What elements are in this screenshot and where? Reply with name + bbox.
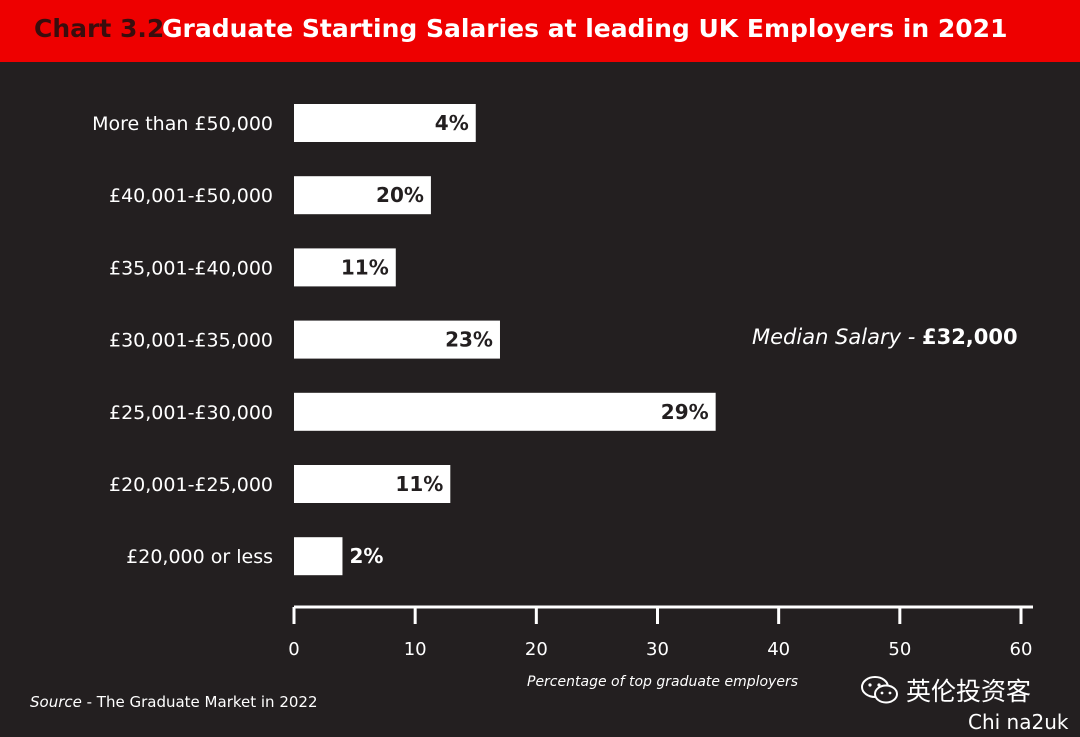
data-label-6: 2% (349, 544, 383, 568)
category-label-4: £25,001-£30,000 (109, 402, 273, 424)
x-axis-label: Percentage of top graduate employers (527, 674, 799, 690)
x-tick-label-5: 50 (888, 639, 911, 660)
x-tick-label-4: 40 (767, 639, 790, 660)
watermark-subtext: Chi na2uk (968, 710, 1069, 734)
bar-4 (294, 392, 716, 431)
category-label-6: £20,000 or less (126, 546, 273, 568)
chart-title: Graduate Starting Salaries at leading UK… (162, 14, 1008, 43)
chart-number: Chart 3.2 (34, 14, 165, 43)
x-tick-label-3: 30 (646, 639, 669, 660)
median-label: Median Salary - (752, 325, 916, 349)
data-label-0: 4% (435, 111, 469, 135)
bar-2 (294, 248, 396, 287)
x-tick-label-0: 0 (288, 639, 299, 660)
bar-6 (294, 537, 343, 576)
bar-5 (294, 465, 451, 503)
category-label-1: £40,001-£50,000 (109, 185, 273, 207)
source-note: Source - The Graduate Market in 2022 (30, 693, 318, 711)
bar-1 (294, 176, 431, 215)
x-tick-label-1: 10 (404, 639, 427, 660)
x-tick-label-6: 60 (1010, 639, 1033, 660)
category-label-0: More than £50,000 (92, 113, 273, 135)
watermark-text: 英伦投资客 (906, 677, 1032, 706)
watermark: 英伦投资客 (860, 672, 1031, 708)
category-label-5: £20,001-£25,000 (109, 474, 273, 496)
category-label-3: £30,001-£35,000 (109, 330, 273, 352)
chart-header: Chart 3.2 Graduate Starting Salaries at … (0, 0, 1080, 62)
median-value: £32,000 (921, 325, 1018, 349)
wechat-icon (861, 676, 898, 704)
median-salary-annotation: Median Salary - £32,000 (752, 325, 1018, 349)
category-label-2: £35,001-£40,000 (109, 257, 273, 279)
data-label-2: 11% (341, 255, 389, 279)
data-label-4: 29% (661, 400, 709, 424)
bars-layer: More than £50,000 4% £40,001-£50,000 20% £35… (92, 104, 716, 576)
bar-0 (294, 104, 476, 142)
data-label-3: 23% (445, 328, 493, 352)
bar-3 (294, 320, 500, 359)
source-text: - The Graduate Market in 2022 (81, 693, 318, 711)
data-label-1: 20% (376, 183, 424, 207)
x-axis: 0 10 20 30 40 50 60 (288, 605, 1033, 660)
data-label-5: 11% (395, 472, 443, 496)
source-label: Source (30, 693, 82, 711)
x-tick-label-2: 20 (525, 639, 548, 660)
